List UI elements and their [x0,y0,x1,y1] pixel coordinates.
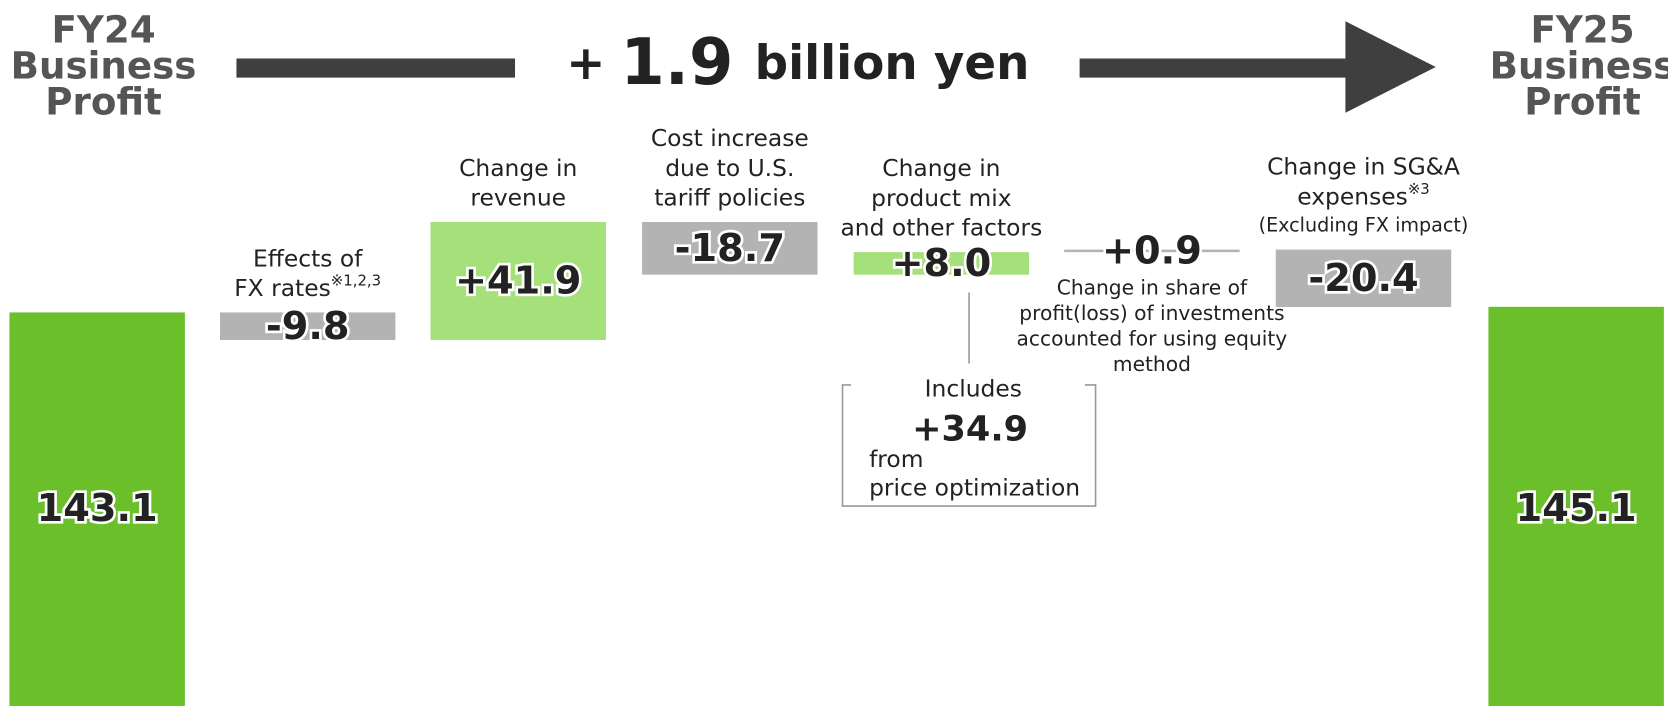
value-label: +8.0 [891,241,991,286]
headline-value: 1.9 [620,25,733,99]
category-label: tariff policies [654,183,805,211]
value-label: 143.1 [37,486,158,531]
category-label-line: Cost increase [651,124,809,152]
delta-bar [1064,249,1240,253]
category-label-line: Effects of [253,244,363,272]
total-bar [9,312,185,706]
category-label: Profit [45,80,162,124]
category-label-line: FX rates [234,274,331,302]
delta-bar [1275,249,1452,308]
annotation-text: Includes [925,375,1022,403]
arrow-shaft-left [236,58,516,78]
category-label-line: tariff policies [654,183,805,211]
category-label: FY25 [1530,7,1634,51]
category-label: Profit [1524,80,1641,124]
value-label: +41.9 [455,259,581,304]
annotation-text: from [869,445,923,473]
category-label-line: product mix [871,183,1012,211]
category-label-line: Change in SG&A [1267,152,1460,180]
category-label: and other factors [840,213,1042,241]
annotation-value: +34.9 [912,409,1028,450]
delta-bar [853,252,1030,275]
category-label-line: due to U.S. [665,153,794,181]
category-label-line: Change in [459,153,577,181]
category-label-line: expenses [1297,182,1408,210]
annotation-box [841,384,1097,507]
category-label: FX rates※1,2,3 [234,272,381,302]
value-label: -20.4 [1308,256,1418,301]
category-label: Change in SG&A [1267,152,1460,180]
category-label: Cost increase [651,124,809,152]
headline-sign: + [566,36,605,90]
category-label: Business [1490,44,1668,88]
value-label: -18.7 [675,226,785,271]
category-label: profit(loss) of investments [1019,301,1284,325]
value-label: -9.8 [266,304,350,349]
category-label: method [1113,352,1191,376]
category-label: FY24 [51,7,155,51]
category-label: Change in share of [1057,275,1248,299]
category-label: Effects of [253,244,363,272]
headline: +1.9 billion yen [566,25,1029,99]
category-label-line: and other factors [840,213,1042,241]
category-label-line: Change in [882,154,1000,182]
value-label: 145.1 [1516,486,1637,531]
annotation-text: price optimization [869,474,1080,502]
category-label: expenses※3 [1297,180,1430,210]
total-bar [1488,306,1664,706]
category-label: accounted for using equity [1017,326,1288,350]
category-caption: (Excluding FX impact) [1259,214,1469,237]
category-label: product mix [871,183,1012,211]
category-label: Business [11,44,197,88]
headline-unit: billion yen [755,36,1030,90]
category-note: ※3 [1408,180,1430,198]
arrow-right [1079,21,1436,113]
delta-bar [642,221,818,275]
category-label: Change in [459,153,577,181]
value-label: +0.9 [1102,228,1202,273]
category-label: revenue [470,183,566,211]
category-note: ※1,2,3 [331,272,381,290]
category-label: due to U.S. [665,153,794,181]
delta-bar [430,221,606,341]
delta-bar [219,312,396,341]
category-label: Change in [882,154,1000,182]
category-label-line: revenue [470,183,566,211]
